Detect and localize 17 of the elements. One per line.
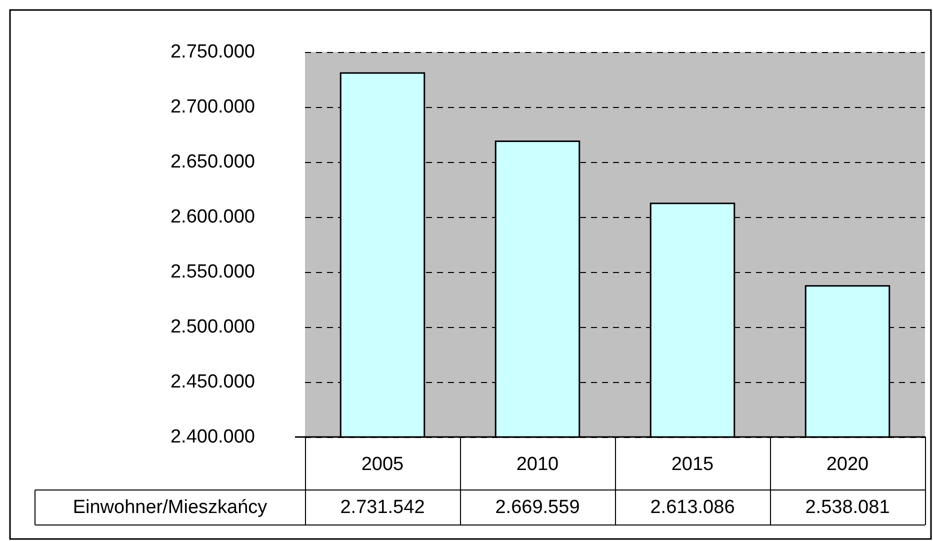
y-tick-label: 2.450.000 <box>170 372 255 392</box>
y-tick-label: 2.650.000 <box>170 152 255 172</box>
y-tick-label: 2.600.000 <box>170 206 255 228</box>
y-tick-label: 2.550.000 <box>170 262 255 282</box>
x-tick-label: 2015 <box>671 454 714 475</box>
x-tick-label: 2010 <box>516 454 559 475</box>
data-label: 2.613.086 <box>650 497 735 518</box>
y-tick-label: 2.500.000 <box>170 316 255 338</box>
data-label: 2.538.081 <box>805 497 890 518</box>
legend-label: Einwohner/Mieszkańcy <box>72 497 268 518</box>
data-label: 2.669.559 <box>495 497 580 518</box>
y-tick-label: 2.750.000 <box>170 42 255 62</box>
y-tick-label: 2.700.000 <box>170 96 255 118</box>
data-label: 2.731.542 <box>340 497 425 518</box>
y-tick-label: 2.400.000 <box>170 426 255 448</box>
x-tick-label: 2020 <box>826 454 869 475</box>
x-tick-label: 2005 <box>361 454 404 475</box>
